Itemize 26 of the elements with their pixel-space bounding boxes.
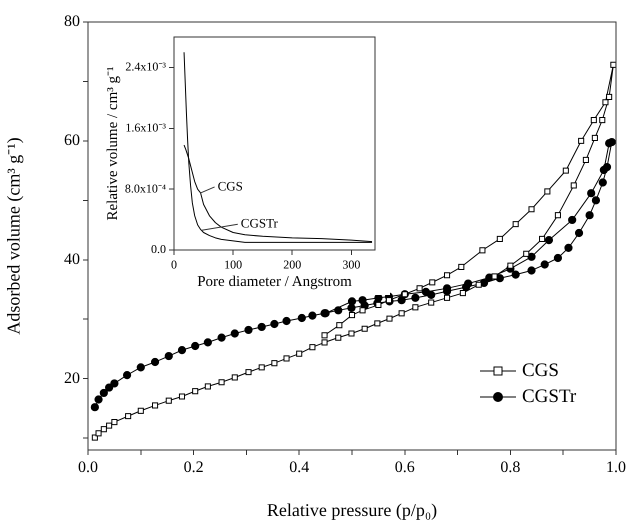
x-tick-label: 0.0 — [78, 458, 98, 476]
x-tick-label: 200 — [283, 257, 302, 272]
y-tick-label: 60 — [64, 132, 80, 150]
x-tick-label: 0.2 — [184, 458, 204, 476]
y-tick-label: 80 — [64, 13, 80, 30]
x-tick-label: 0.8 — [500, 458, 520, 476]
x-tick-label: 0 — [171, 257, 177, 272]
y-tick-label: 1.6x10⁻³ — [125, 120, 166, 134]
y-axis-title: Relative volume / cm³ g⁻¹ — [104, 66, 121, 220]
y-tick-label: 20 — [64, 370, 80, 387]
x-tick-label: 100 — [224, 257, 242, 272]
x-axis-title: Relative pressure (p/p₀) — [266, 500, 438, 520]
y-tick-label: 8.0x10⁻⁴ — [124, 181, 166, 196]
y-tick-label: 40 — [64, 250, 80, 268]
legend-label: CGS — [522, 359, 559, 383]
x-axis-title: Pore diameter / Angstrom — [197, 274, 352, 290]
x-tick-label: 0.4 — [289, 458, 310, 476]
annotation: CGSTr — [240, 216, 279, 231]
y-tick-label: 2.4x10⁻³ — [125, 60, 166, 74]
y-axis-title: Adsorbed volume (cm³ g⁻¹) — [4, 137, 24, 335]
x-tick-label: 0.6 — [394, 458, 415, 476]
y-tick-label: 0.0 — [151, 242, 166, 256]
x-tick-label: 1.0 — [606, 458, 626, 476]
x-tick-label: 300 — [342, 257, 360, 272]
annotation: CGS — [218, 178, 243, 194]
legend-label: CGSTr — [522, 385, 576, 409]
